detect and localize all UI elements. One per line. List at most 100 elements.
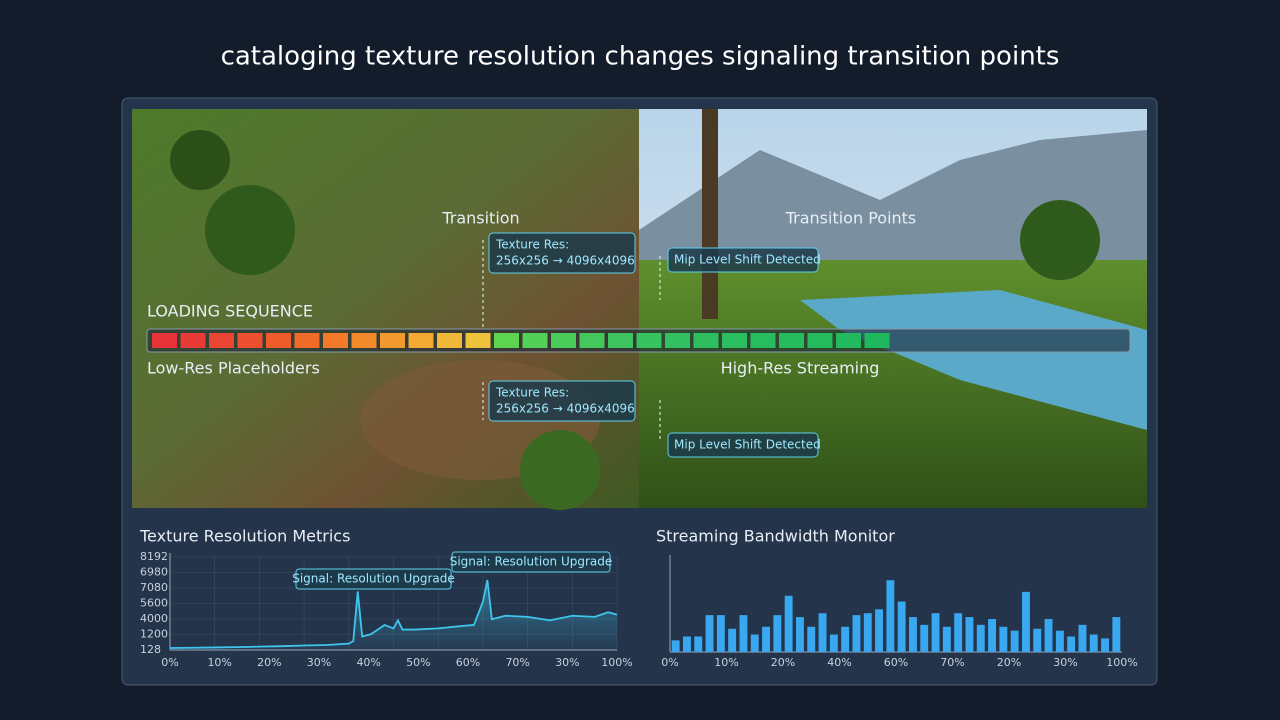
annotation: Signal: Resolution Upgrade: [292, 572, 455, 586]
callout: [488, 232, 636, 274]
y-tick-label: 5600: [140, 597, 168, 610]
bar: [897, 601, 906, 652]
bar: [1067, 636, 1076, 652]
loading-segment: [494, 333, 519, 348]
x-tick-label: 50%: [406, 656, 430, 669]
bar: [795, 617, 804, 652]
bar: [818, 613, 827, 652]
bar: [773, 615, 782, 652]
x-tick-label: 70%: [940, 656, 964, 669]
x-tick-label: 30%: [555, 656, 579, 669]
bar: [1010, 630, 1019, 652]
loading-segment: [351, 333, 377, 348]
bar: [863, 613, 872, 652]
x-tick-label: 20%: [257, 656, 281, 669]
x-tick-label: 20%: [997, 656, 1021, 669]
bar: [965, 617, 974, 652]
callout: [667, 432, 819, 458]
label: High-Res Streaming: [721, 359, 880, 378]
loading-segment: [465, 333, 491, 348]
loading-segment: [608, 333, 633, 348]
loading-segment: [579, 333, 605, 348]
bar: [931, 613, 940, 652]
bar: [705, 615, 714, 652]
chart-title: Texture Resolution Metrics: [139, 527, 350, 546]
loading-segment: [665, 333, 690, 348]
loading-segments: [152, 333, 890, 348]
x-tick-label: 20%: [771, 656, 795, 669]
bar: [1044, 619, 1053, 652]
line: [169, 579, 618, 649]
callout-text: 256x256 → 4096x4096: [496, 254, 635, 268]
loading-segment: [152, 333, 177, 348]
page-title: cataloging texture resolution changes si…: [221, 42, 1060, 72]
annotation-box: [295, 568, 452, 590]
bar: [716, 615, 725, 652]
bar: [694, 636, 703, 652]
loading-segment: [636, 333, 662, 348]
bar: [682, 636, 691, 652]
bar: [1033, 628, 1042, 652]
callout-text: 256x256 → 4096x4096: [496, 402, 635, 416]
trees: [1020, 200, 1100, 280]
y-tick-label: 6980: [140, 566, 168, 579]
loading-segment: [437, 333, 462, 348]
bar: [1112, 617, 1121, 652]
loading-segment: [551, 333, 576, 348]
loading-segment: [522, 333, 548, 348]
bar: [1055, 630, 1064, 652]
x-tick-label: 0%: [661, 656, 678, 669]
loading-segment: [807, 333, 833, 348]
bar: [1078, 624, 1087, 652]
y-tick-label: 8192: [140, 550, 168, 563]
y-tick-label: 4000: [140, 612, 168, 625]
bar: [728, 628, 737, 652]
loading-segment: [323, 333, 348, 348]
y-tick-label: 128: [140, 643, 161, 656]
chart-title: Streaming Bandwidth Monitor: [656, 527, 895, 546]
loading-segment: [693, 333, 719, 348]
bar: [954, 613, 963, 652]
bar: [852, 615, 861, 652]
bar: [908, 617, 917, 652]
callout-title: Texture Res:: [495, 386, 569, 400]
x-tick-label: 0%: [161, 656, 178, 669]
bar: [976, 624, 985, 652]
annotation: Signal: Resolution Upgrade: [450, 555, 613, 569]
bar: [762, 626, 771, 652]
x-tick-label: 40%: [827, 656, 851, 669]
annotation-box: [451, 551, 611, 573]
loading-segment: [380, 333, 405, 348]
x-tick-label: 100%: [1106, 656, 1137, 669]
loading-segment: [836, 333, 861, 348]
y-tick-label: 7080: [140, 581, 168, 594]
loading-segment: [408, 333, 434, 348]
bar: [875, 609, 884, 652]
bar: [739, 615, 748, 652]
loading-segment: [294, 333, 320, 348]
callout-text: Mip Level Shift Detected: [674, 438, 821, 452]
trees: [205, 185, 295, 275]
label: Low-Res Placeholders: [147, 359, 320, 378]
loading-segment: [750, 333, 776, 348]
bar: [988, 619, 997, 652]
loading-segment: [779, 333, 804, 348]
callout-title: Texture Res:: [495, 238, 569, 252]
loading-segment: [209, 333, 234, 348]
loading-segment: [722, 333, 747, 348]
callout-text: Mip Level Shift Detected: [674, 253, 821, 267]
x-tick-label: 40%: [356, 656, 380, 669]
callout: [488, 380, 636, 422]
x-tick-label: 100%: [601, 656, 632, 669]
bar: [1089, 634, 1098, 652]
x-tick-label: 10%: [207, 656, 231, 669]
loading-segment: [180, 333, 206, 348]
bar: [750, 634, 759, 652]
x-tick-label: 30%: [307, 656, 331, 669]
trees: [520, 430, 600, 510]
x-tick-label: 60%: [884, 656, 908, 669]
callout: [667, 247, 819, 273]
x-tick-label: 10%: [714, 656, 738, 669]
